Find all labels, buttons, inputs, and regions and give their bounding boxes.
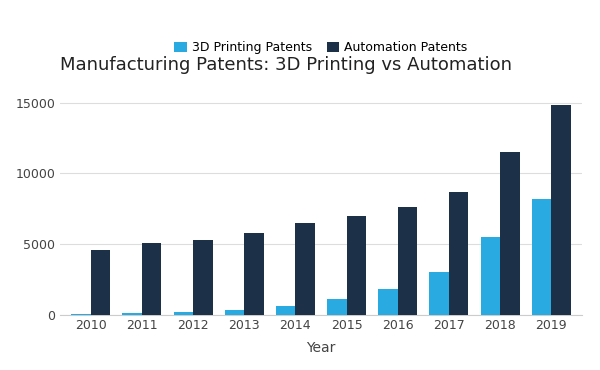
Bar [449, 192, 469, 314]
Legend: 3D Printing Patents, Automation Patents: 3D Printing Patents, Automation Patents [169, 36, 473, 59]
Bar [500, 152, 520, 314]
Bar [173, 312, 193, 314]
Bar [91, 249, 110, 314]
Bar [327, 299, 347, 314]
Bar [532, 199, 551, 314]
Bar [276, 306, 295, 314]
Bar [142, 243, 161, 314]
Bar [551, 105, 571, 314]
Bar [225, 310, 244, 314]
Bar [347, 216, 366, 314]
Bar [295, 223, 315, 314]
Text: Manufacturing Patents: 3D Printing vs Automation: Manufacturing Patents: 3D Printing vs Au… [60, 56, 512, 74]
Bar [430, 272, 449, 314]
Bar [122, 313, 142, 314]
Bar [244, 233, 263, 314]
Bar [398, 207, 417, 314]
X-axis label: Year: Year [307, 341, 335, 355]
Bar [481, 237, 500, 314]
Bar [193, 240, 212, 314]
Bar [379, 289, 398, 314]
